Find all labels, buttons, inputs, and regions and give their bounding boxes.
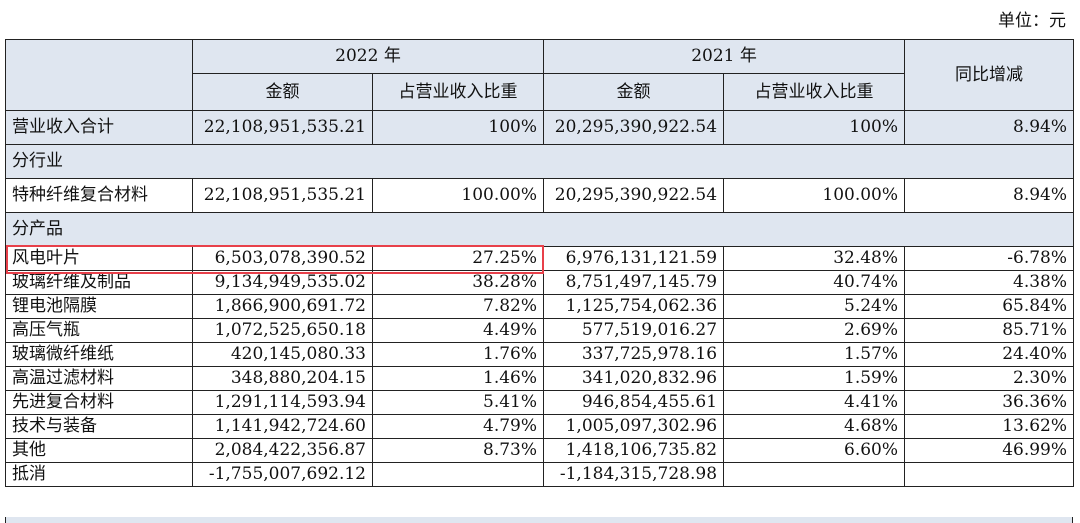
header-amount-2022: 金额 [192,73,373,111]
share-2021: 4.41% [723,390,906,415]
row-label: 高温过滤材料 [5,366,193,391]
amount-2022: 22,108,951,535.21 [192,178,373,213]
unit-label: 单位：元 [998,11,1066,31]
table-row: 特种纤维复合材料 22,108,951,535.21 100.00% 20,29… [5,178,1075,213]
row-label: 高压气瓶 [5,318,193,343]
table-row: 风电叶片 6,503,078,390.52 27.25% 6,976,131,1… [5,246,1075,271]
share-2021: 100.00% [723,178,906,213]
section-industry: 分行业 [4,144,1075,179]
table-row: 抵消 -1,755,007,692.12 -1,184,315,728.98 [5,462,1075,487]
table-row: 高温过滤材料 348,880,204.15 1.46% 341,020,832.… [5,366,1075,391]
amount-2022: 2,084,422,356.87 [192,438,373,463]
header-yoy: 同比增减 [904,39,1075,111]
share-2021: 2.69% [723,318,906,343]
table-continuation [5,517,1073,523]
amount-2022: 1,866,900,691.72 [192,294,373,319]
amount-2021: 20,295,390,922.54 [543,110,725,145]
yoy-change: 2.30% [904,366,1075,391]
share-2022: 4.49% [371,318,545,343]
row-label: 其他 [5,438,193,463]
amount-2022: 22,108,951,535.21 [192,110,373,145]
section-label-industry: 分行业 [4,144,1075,179]
share-2022: 38.28% [371,270,545,295]
amount-2022: 9,134,949,535.02 [192,270,373,295]
row-label: 风电叶片 [5,246,193,271]
amount-2021: 20,295,390,922.54 [543,178,725,213]
amount-2021: 1,125,754,062.36 [543,294,725,319]
share-2022: 4.79% [371,414,545,439]
amount-2021: 1,005,097,302.96 [543,414,725,439]
section-product: 分产品 [4,212,1075,247]
amount-2021: 946,854,455.61 [543,390,725,415]
table-row: 高压气瓶 1,072,525,650.18 4.49% 577,519,016.… [5,318,1075,343]
yoy-change: 36.36% [904,390,1075,415]
amount-2022: 420,145,080.33 [192,342,373,367]
header-share-2021: 占营业收入比重 [723,73,906,111]
amount-2021: 8,751,497,145.79 [543,270,725,295]
yoy-change: 4.38% [904,270,1075,295]
header-year-2021: 2021 年 [543,39,906,74]
yoy-change: 24.40% [904,342,1075,367]
share-2022: 8.73% [371,438,545,463]
amount-2021: 6,976,131,121.59 [543,246,725,271]
share-2021: 1.59% [723,366,906,391]
amount-2021: 1,418,106,735.82 [543,438,725,463]
share-2022: 27.25% [371,246,545,271]
yoy-change: -6.78% [904,246,1075,271]
yoy-change: 8.94% [904,178,1075,213]
yoy-change: 46.99% [904,438,1075,463]
yoy-change: 13.62% [904,414,1075,439]
amount-2021: 577,519,016.27 [543,318,725,343]
share-2021: 5.24% [723,294,906,319]
yoy-change [904,462,1075,487]
table-row: 锂电池隔膜 1,866,900,691.72 7.82% 1,125,754,0… [5,294,1075,319]
row-label: 先进复合材料 [5,390,193,415]
yoy-change: 65.84% [904,294,1075,319]
share-2021: 40.74% [723,270,906,295]
row-label: 抵消 [5,462,193,487]
table-row: 玻璃微纤维纸 420,145,080.33 1.76% 337,725,978.… [5,342,1075,367]
yoy-change: 85.71% [904,318,1075,343]
row-label: 玻璃微纤维纸 [5,342,193,367]
share-2021 [723,462,906,487]
share-2022: 5.41% [371,390,545,415]
amount-2022: 6,503,078,390.52 [192,246,373,271]
row-label: 特种纤维复合材料 [5,178,193,213]
table-row-total: 营业收入合计 22,108,951,535.21 100% 20,295,390… [5,110,1075,145]
table-row: 技术与装备 1,141,942,724.60 4.79% 1,005,097,3… [5,414,1075,439]
section-label-product: 分产品 [4,212,1075,247]
row-label: 技术与装备 [5,414,193,439]
share-2021: 32.48% [723,246,906,271]
share-2022: 100% [371,110,545,145]
amount-2022: 348,880,204.15 [192,366,373,391]
yoy-change: 8.94% [904,110,1075,145]
share-2021: 4.68% [723,414,906,439]
amount-2022: 1,291,114,593.94 [192,390,373,415]
share-2022: 100.00% [371,178,545,213]
row-label: 玻璃纤维及制品 [5,270,193,295]
header-blank [5,39,193,111]
header-year-2022: 2022 年 [191,39,545,74]
share-2022: 1.76% [371,342,545,367]
revenue-table: 2022 年 2021 年 同比增减 金额 占营业收入比重 金额 占营业收入比重… [4,39,1075,487]
share-2022: 7.82% [371,294,545,319]
header-share-2022: 占营业收入比重 [371,73,545,111]
amount-2022: 1,072,525,650.18 [192,318,373,343]
table-row: 其他 2,084,422,356.87 8.73% 1,418,106,735.… [5,438,1075,463]
row-label: 营业收入合计 [5,110,193,145]
amount-2021: -1,184,315,728.98 [543,462,725,487]
amount-2021: 341,020,832.96 [543,366,725,391]
row-label: 锂电池隔膜 [5,294,193,319]
amount-2022: 1,141,942,724.60 [192,414,373,439]
share-2022: 1.46% [371,366,545,391]
table-row: 先进复合材料 1,291,114,593.94 5.41% 946,854,45… [5,390,1075,415]
table-row: 玻璃纤维及制品 9,134,949,535.02 38.28% 8,751,49… [5,270,1075,295]
share-2022 [371,462,545,487]
header-amount-2021: 金额 [543,73,725,111]
share-2021: 1.57% [723,342,906,367]
share-2021: 6.60% [723,438,906,463]
share-2021: 100% [723,110,906,145]
amount-2022: -1,755,007,692.12 [192,462,373,487]
amount-2021: 337,725,978.16 [543,342,725,367]
